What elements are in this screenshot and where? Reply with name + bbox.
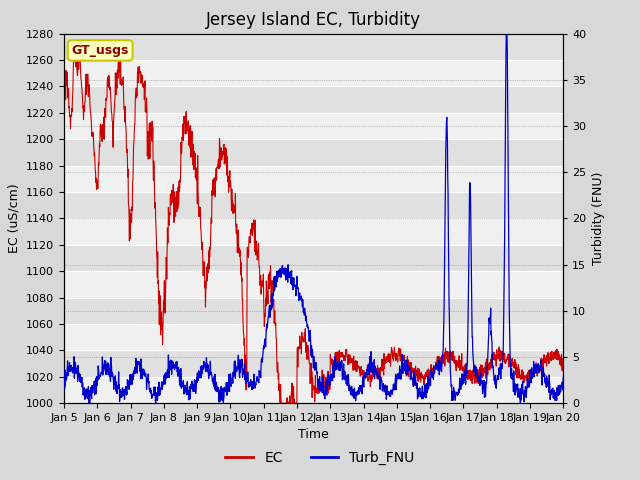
Bar xyxy=(64,298,563,324)
Bar xyxy=(64,218,563,245)
Turb_FNU xyxy=(505,228,513,234)
Bar xyxy=(64,34,563,60)
Legend: EC, Turb_FNU: EC, Turb_FNU xyxy=(220,445,420,471)
Line: Turb_FNU: Turb_FNU xyxy=(64,34,563,403)
Bar xyxy=(64,271,563,298)
EC xyxy=(301,335,308,341)
Bar xyxy=(64,324,563,350)
Bar xyxy=(64,377,563,403)
EC xyxy=(60,93,68,98)
Bar xyxy=(64,139,563,166)
EC xyxy=(276,400,284,406)
EC xyxy=(76,46,83,51)
EC xyxy=(138,72,146,78)
Text: GT_usgs: GT_usgs xyxy=(72,44,129,57)
Y-axis label: Turbidity (FNU): Turbidity (FNU) xyxy=(592,172,605,265)
Bar xyxy=(64,192,563,218)
Turb_FNU xyxy=(138,376,146,382)
Title: Jersey Island EC, Turbidity: Jersey Island EC, Turbidity xyxy=(206,11,421,29)
X-axis label: Time: Time xyxy=(298,429,329,442)
Bar xyxy=(64,350,563,377)
EC xyxy=(431,366,439,372)
Turb_FNU xyxy=(85,400,93,406)
Line: EC: EC xyxy=(64,48,563,403)
Y-axis label: EC (uS/cm): EC (uS/cm) xyxy=(8,183,20,253)
EC xyxy=(559,363,567,369)
EC xyxy=(291,400,299,406)
Turb_FNU xyxy=(502,31,510,36)
Bar xyxy=(64,245,563,271)
Turb_FNU xyxy=(559,374,567,380)
Turb_FNU xyxy=(60,379,68,385)
Turb_FNU xyxy=(301,312,308,318)
Turb_FNU xyxy=(554,390,561,396)
Turb_FNU xyxy=(431,364,439,370)
Turb_FNU xyxy=(291,282,299,288)
Bar xyxy=(64,166,563,192)
Bar xyxy=(64,113,563,139)
Bar xyxy=(64,60,563,86)
EC xyxy=(505,359,513,365)
Bar xyxy=(64,86,563,113)
EC xyxy=(554,357,561,363)
